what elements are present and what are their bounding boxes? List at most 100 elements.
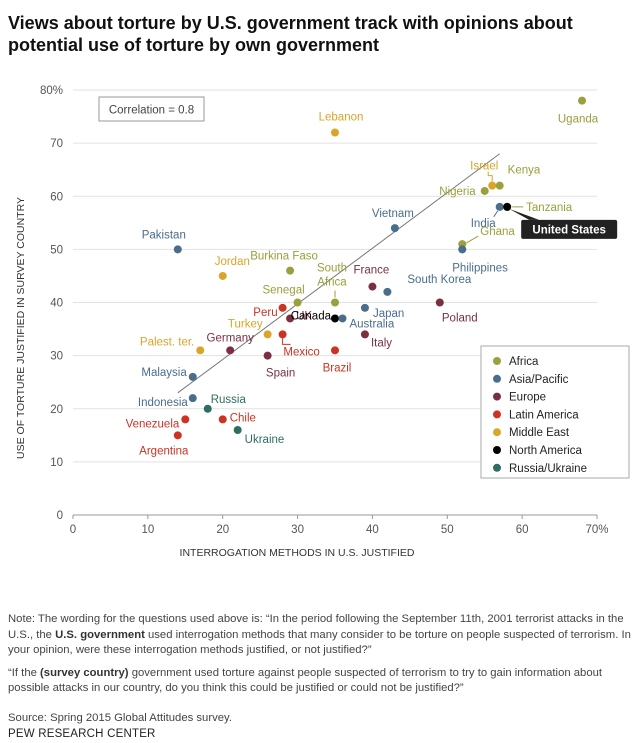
point-russia bbox=[203, 404, 212, 413]
label-burkina-faso: Burkina Faso bbox=[250, 251, 318, 263]
label-senegal: Senegal bbox=[262, 285, 304, 297]
point-mexico bbox=[278, 330, 287, 339]
callout-box-united-states bbox=[521, 219, 618, 239]
label-indonesia: Indonesia bbox=[138, 397, 188, 409]
y-tick-label: 40 bbox=[50, 298, 63, 310]
point-nigeria bbox=[480, 186, 489, 195]
label-united-states: United States bbox=[532, 224, 606, 236]
label-russia: Russia bbox=[211, 394, 247, 406]
legend-swatch-middle-east bbox=[493, 428, 501, 437]
x-tick-label: 0 bbox=[70, 524, 76, 536]
point-france bbox=[368, 282, 377, 291]
label-india: India bbox=[471, 218, 497, 230]
label-brazil: Brazil bbox=[323, 362, 352, 374]
label-leader-lines bbox=[282, 171, 524, 345]
chart-notes: Note: The wording for the questions used… bbox=[8, 612, 632, 704]
scatter-chart: 0 10 20 30 40 50 60 70 80% 0 10 20 30 40 50 60 70% Ugan… bbox=[15, 85, 630, 559]
point-chile bbox=[218, 415, 227, 424]
point-indonesia bbox=[188, 394, 197, 403]
label-uk: UK bbox=[296, 310, 312, 322]
point-israel bbox=[488, 181, 497, 190]
point-india bbox=[495, 202, 504, 211]
y-tick-label: 30 bbox=[50, 351, 63, 363]
point-palest-ter bbox=[196, 346, 205, 355]
y-tick-label: 10 bbox=[50, 457, 63, 469]
chart-title-line-1: Views about torture by U.S. government t… bbox=[8, 13, 573, 33]
label-argentina: Argentina bbox=[139, 445, 189, 457]
point-kenya bbox=[495, 181, 504, 190]
legend-swatch-asia-pacific bbox=[493, 374, 501, 383]
point-uganda bbox=[578, 96, 587, 105]
point-italy bbox=[360, 330, 369, 339]
point-turkey bbox=[263, 330, 272, 339]
legend-swatch-north-america bbox=[493, 446, 501, 454]
point-senegal bbox=[293, 298, 302, 307]
label-malaysia: Malaysia bbox=[141, 367, 187, 379]
label-jordan: Jordan bbox=[215, 256, 250, 268]
point-south-korea bbox=[383, 287, 392, 296]
label-ghana: Ghana bbox=[480, 226, 515, 238]
label-france: France bbox=[354, 265, 390, 277]
point-venezuela bbox=[181, 415, 190, 424]
label-tanzania: Tanzania bbox=[526, 202, 573, 214]
point-united-states bbox=[503, 202, 512, 211]
data-points bbox=[173, 96, 587, 440]
legend-entry-middle-east: Middle East bbox=[509, 427, 570, 439]
point-spain bbox=[263, 351, 272, 360]
point-lebanon bbox=[331, 128, 339, 137]
point-ukraine bbox=[233, 426, 242, 434]
y-tick-label: 20 bbox=[50, 404, 63, 416]
legend-entry-north-america: North America bbox=[509, 445, 582, 457]
label-uganda: Uganda bbox=[558, 114, 599, 126]
label-israel: Israel bbox=[470, 161, 498, 173]
point-pakistan bbox=[173, 245, 182, 254]
x-axis-label: INTERROGATION METHODS IN U.S. JUSTIFIED bbox=[180, 547, 415, 559]
x-tick-label: 20 bbox=[216, 524, 229, 536]
point-jordan bbox=[218, 271, 227, 280]
label-philippines: Philippines bbox=[452, 262, 508, 274]
point-argentina bbox=[173, 431, 182, 440]
label-mexico: Mexico bbox=[283, 346, 319, 358]
label-japan: Japan bbox=[373, 308, 404, 320]
legend-swatch-africa bbox=[493, 357, 501, 365]
legend: Africa Asia/Pacific Europe Latin America Mid… bbox=[480, 345, 630, 479]
label-kenya: Kenya bbox=[508, 165, 541, 177]
label-south-africa: South Africa bbox=[317, 263, 347, 289]
label-ukraine: Ukraine bbox=[245, 434, 285, 446]
label-palest-ter: Palest. ter. bbox=[140, 336, 194, 348]
y-tick-label: 50 bbox=[50, 244, 63, 256]
leader-israel bbox=[487, 171, 493, 182]
legend-entry-africa: Africa bbox=[509, 356, 539, 368]
label-pakistan: Pakistan bbox=[142, 229, 186, 241]
label-australia: Australia bbox=[349, 318, 394, 330]
label-chile: Chile bbox=[230, 412, 256, 424]
x-tick-labels: 0 10 20 30 40 50 60 70% bbox=[70, 524, 609, 536]
legend-entry-europe: Europe bbox=[509, 392, 546, 404]
chart-title-line-2: potential use of torture by own governme… bbox=[8, 35, 380, 55]
y-tick-labels: 0 10 20 30 40 50 60 70 80% bbox=[40, 85, 63, 522]
label-nigeria: Nigeria bbox=[439, 186, 476, 198]
note-question-us: Note: The wording for the questions used… bbox=[8, 613, 631, 656]
label-turkey: Turkey bbox=[228, 318, 263, 330]
label-poland: Poland bbox=[442, 313, 478, 325]
label-lebanon: Lebanon bbox=[319, 112, 364, 124]
leader-india bbox=[493, 210, 499, 218]
point-brazil bbox=[331, 346, 339, 355]
legend-entry-latin-america: Latin America bbox=[509, 409, 579, 421]
label-italy: Italy bbox=[371, 337, 392, 349]
correlation-box: Correlation = 0.8 bbox=[98, 96, 205, 122]
legend-entry-russia-ukraine: Russia/Ukraine bbox=[509, 463, 587, 475]
point-south-africa bbox=[331, 298, 339, 307]
point-vietnam bbox=[390, 224, 399, 233]
label-germany: Germany bbox=[207, 332, 255, 344]
y-tick-label: 80% bbox=[40, 85, 63, 97]
chart-title: Views about torture by U.S. government t… bbox=[8, 12, 628, 56]
label-spain: Spain bbox=[266, 368, 295, 380]
leader-mexico bbox=[282, 338, 291, 345]
point-philippines bbox=[458, 245, 467, 254]
point-burkina-faso bbox=[286, 266, 295, 275]
point-germany bbox=[226, 346, 235, 355]
y-tick-label: 0 bbox=[57, 510, 63, 522]
legend-swatch-russia-ukraine bbox=[493, 463, 501, 472]
x-tick-label: 40 bbox=[366, 524, 379, 536]
